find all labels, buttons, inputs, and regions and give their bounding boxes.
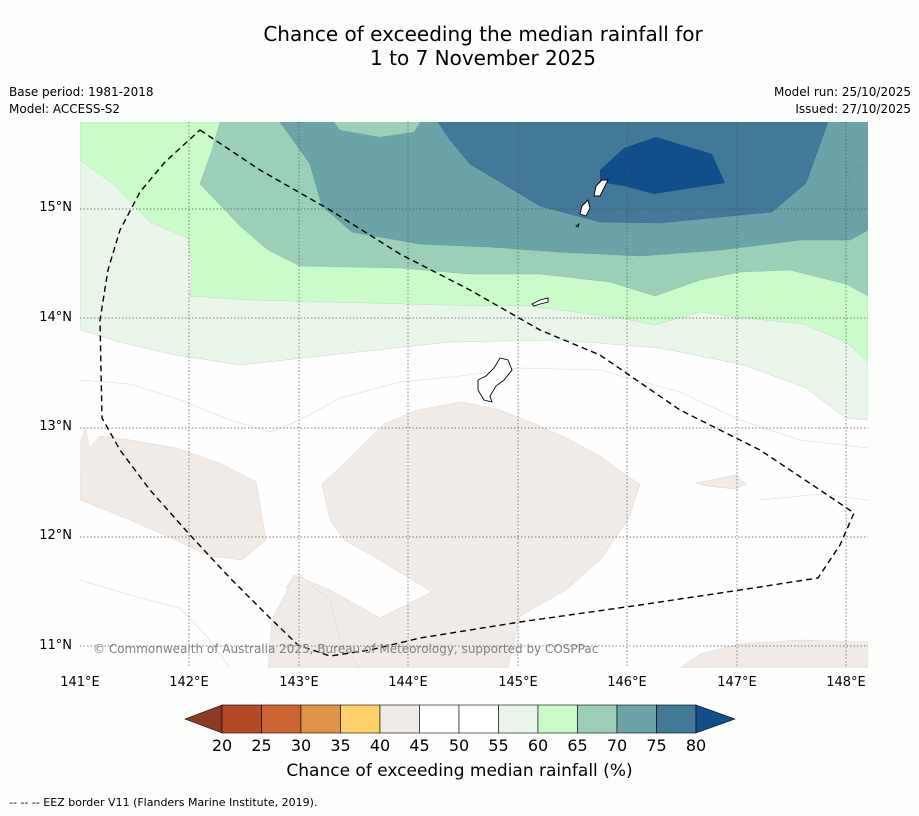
contour-65-70-patch — [334, 122, 420, 137]
island-aguijan — [575, 222, 580, 228]
colorbar-segment-25-30 — [261, 704, 302, 734]
lat-label-11n: 11°N — [39, 638, 72, 653]
lat-label-13n: 13°N — [39, 419, 72, 434]
island-guam — [477, 357, 513, 403]
model-name: Model: ACCESS-S2 — [9, 102, 121, 116]
colorbar-segment-35-40 — [340, 704, 381, 734]
island-tinian — [579, 199, 591, 217]
colorbar-label-30: 30 — [290, 736, 312, 755]
contour-line-50b — [80, 579, 231, 668]
lon-label-147e: 147°E — [717, 675, 757, 690]
eez-legend: -- -- -- EEZ border V11 (Flanders Marine… — [9, 796, 318, 809]
meta-right: Model run: 25/10/2025 Issued: 27/10/2025 — [774, 84, 911, 118]
colorbar-segment-45-50 — [419, 704, 460, 734]
lon-label-142e: 142°E — [169, 675, 209, 690]
lon-label-141e: 141°E — [60, 675, 100, 690]
contour-80-plus — [600, 137, 725, 194]
colorbar-label-45: 45 — [409, 736, 430, 755]
colorbar-label-65: 65 — [567, 736, 588, 755]
lon-label-148e: 148°E — [826, 675, 866, 690]
colorbar-label-20: 20 — [211, 736, 233, 755]
contour-40-45-east — [695, 474, 747, 490]
map-area: © Commonwealth of Australia 2025, Bureau… — [80, 122, 868, 668]
colorbar-segment-above-80 — [695, 704, 736, 734]
colorbar-segment-65-70 — [577, 704, 618, 734]
map-title: Chance of exceeding the median rainfall … — [0, 22, 919, 70]
colorbar-segment-70-75 — [616, 704, 657, 734]
colorbar-label-40: 40 — [369, 736, 391, 755]
colorbar-segment-30-35 — [300, 704, 341, 734]
contour-40-45-edge — [80, 426, 92, 470]
contour-40-45-west — [80, 435, 267, 561]
colorbar-label-70: 70 — [606, 736, 628, 755]
colorbar-segment-75-80 — [656, 704, 697, 734]
colorbar-label-25: 25 — [251, 736, 272, 755]
lon-label-144e: 144°E — [388, 675, 428, 690]
lon-label-145e: 145°E — [498, 675, 538, 690]
eez-border — [99, 129, 855, 657]
colorbar-segment-50-55 — [458, 704, 499, 734]
title-line-1: Chance of exceeding the median rainfall … — [263, 22, 703, 46]
colorbar-title: Chance of exceeding median rainfall (%) — [286, 761, 633, 781]
title-line-2: 1 to 7 November 2025 — [370, 46, 596, 70]
islands — [477, 179, 609, 403]
meta-left: Base period: 1981-2018 Model: ACCESS-S2 — [9, 84, 154, 118]
colorbar-label-50: 50 — [448, 736, 470, 755]
colorbar-segment-60-65 — [537, 704, 578, 734]
colorbar-segment-55-60 — [498, 704, 539, 734]
lon-label-146e: 146°E — [607, 675, 647, 690]
contour-line-50c — [759, 493, 868, 501]
colorbar — [184, 704, 736, 734]
lon-label-143e: 143°E — [279, 675, 319, 690]
graticule — [80, 122, 868, 668]
colorbar-label-35: 35 — [330, 736, 351, 755]
lat-label-15n: 15°N — [39, 200, 72, 215]
island-rota — [531, 297, 549, 307]
copyright-text: © Commonwealth of Australia 2025, Bureau… — [93, 642, 598, 656]
contour-40-45-south — [267, 574, 361, 668]
colorbar-label-60: 60 — [527, 736, 549, 755]
colorbar-label-55: 55 — [488, 736, 509, 755]
issued-date: Issued: 27/10/2025 — [795, 102, 911, 116]
model-run: Model run: 25/10/2025 — [773, 85, 911, 99]
colorbar-segment-40-45 — [379, 704, 420, 734]
contour-40-45-center — [285, 401, 641, 668]
lat-label-12n: 12°N — [39, 528, 72, 543]
colorbar-label-75: 75 — [646, 736, 667, 755]
island-saipan — [593, 179, 609, 197]
colorbar-segment-20-25 — [221, 704, 262, 734]
colorbar-label-80: 80 — [685, 736, 707, 755]
base-period: Base period: 1981-2018 — [9, 85, 154, 99]
colorbar-segment-below-20 — [184, 704, 223, 734]
contour-40-45-southeast — [679, 639, 868, 668]
lat-label-14n: 14°N — [39, 310, 72, 325]
contour-line-50 — [80, 367, 868, 449]
